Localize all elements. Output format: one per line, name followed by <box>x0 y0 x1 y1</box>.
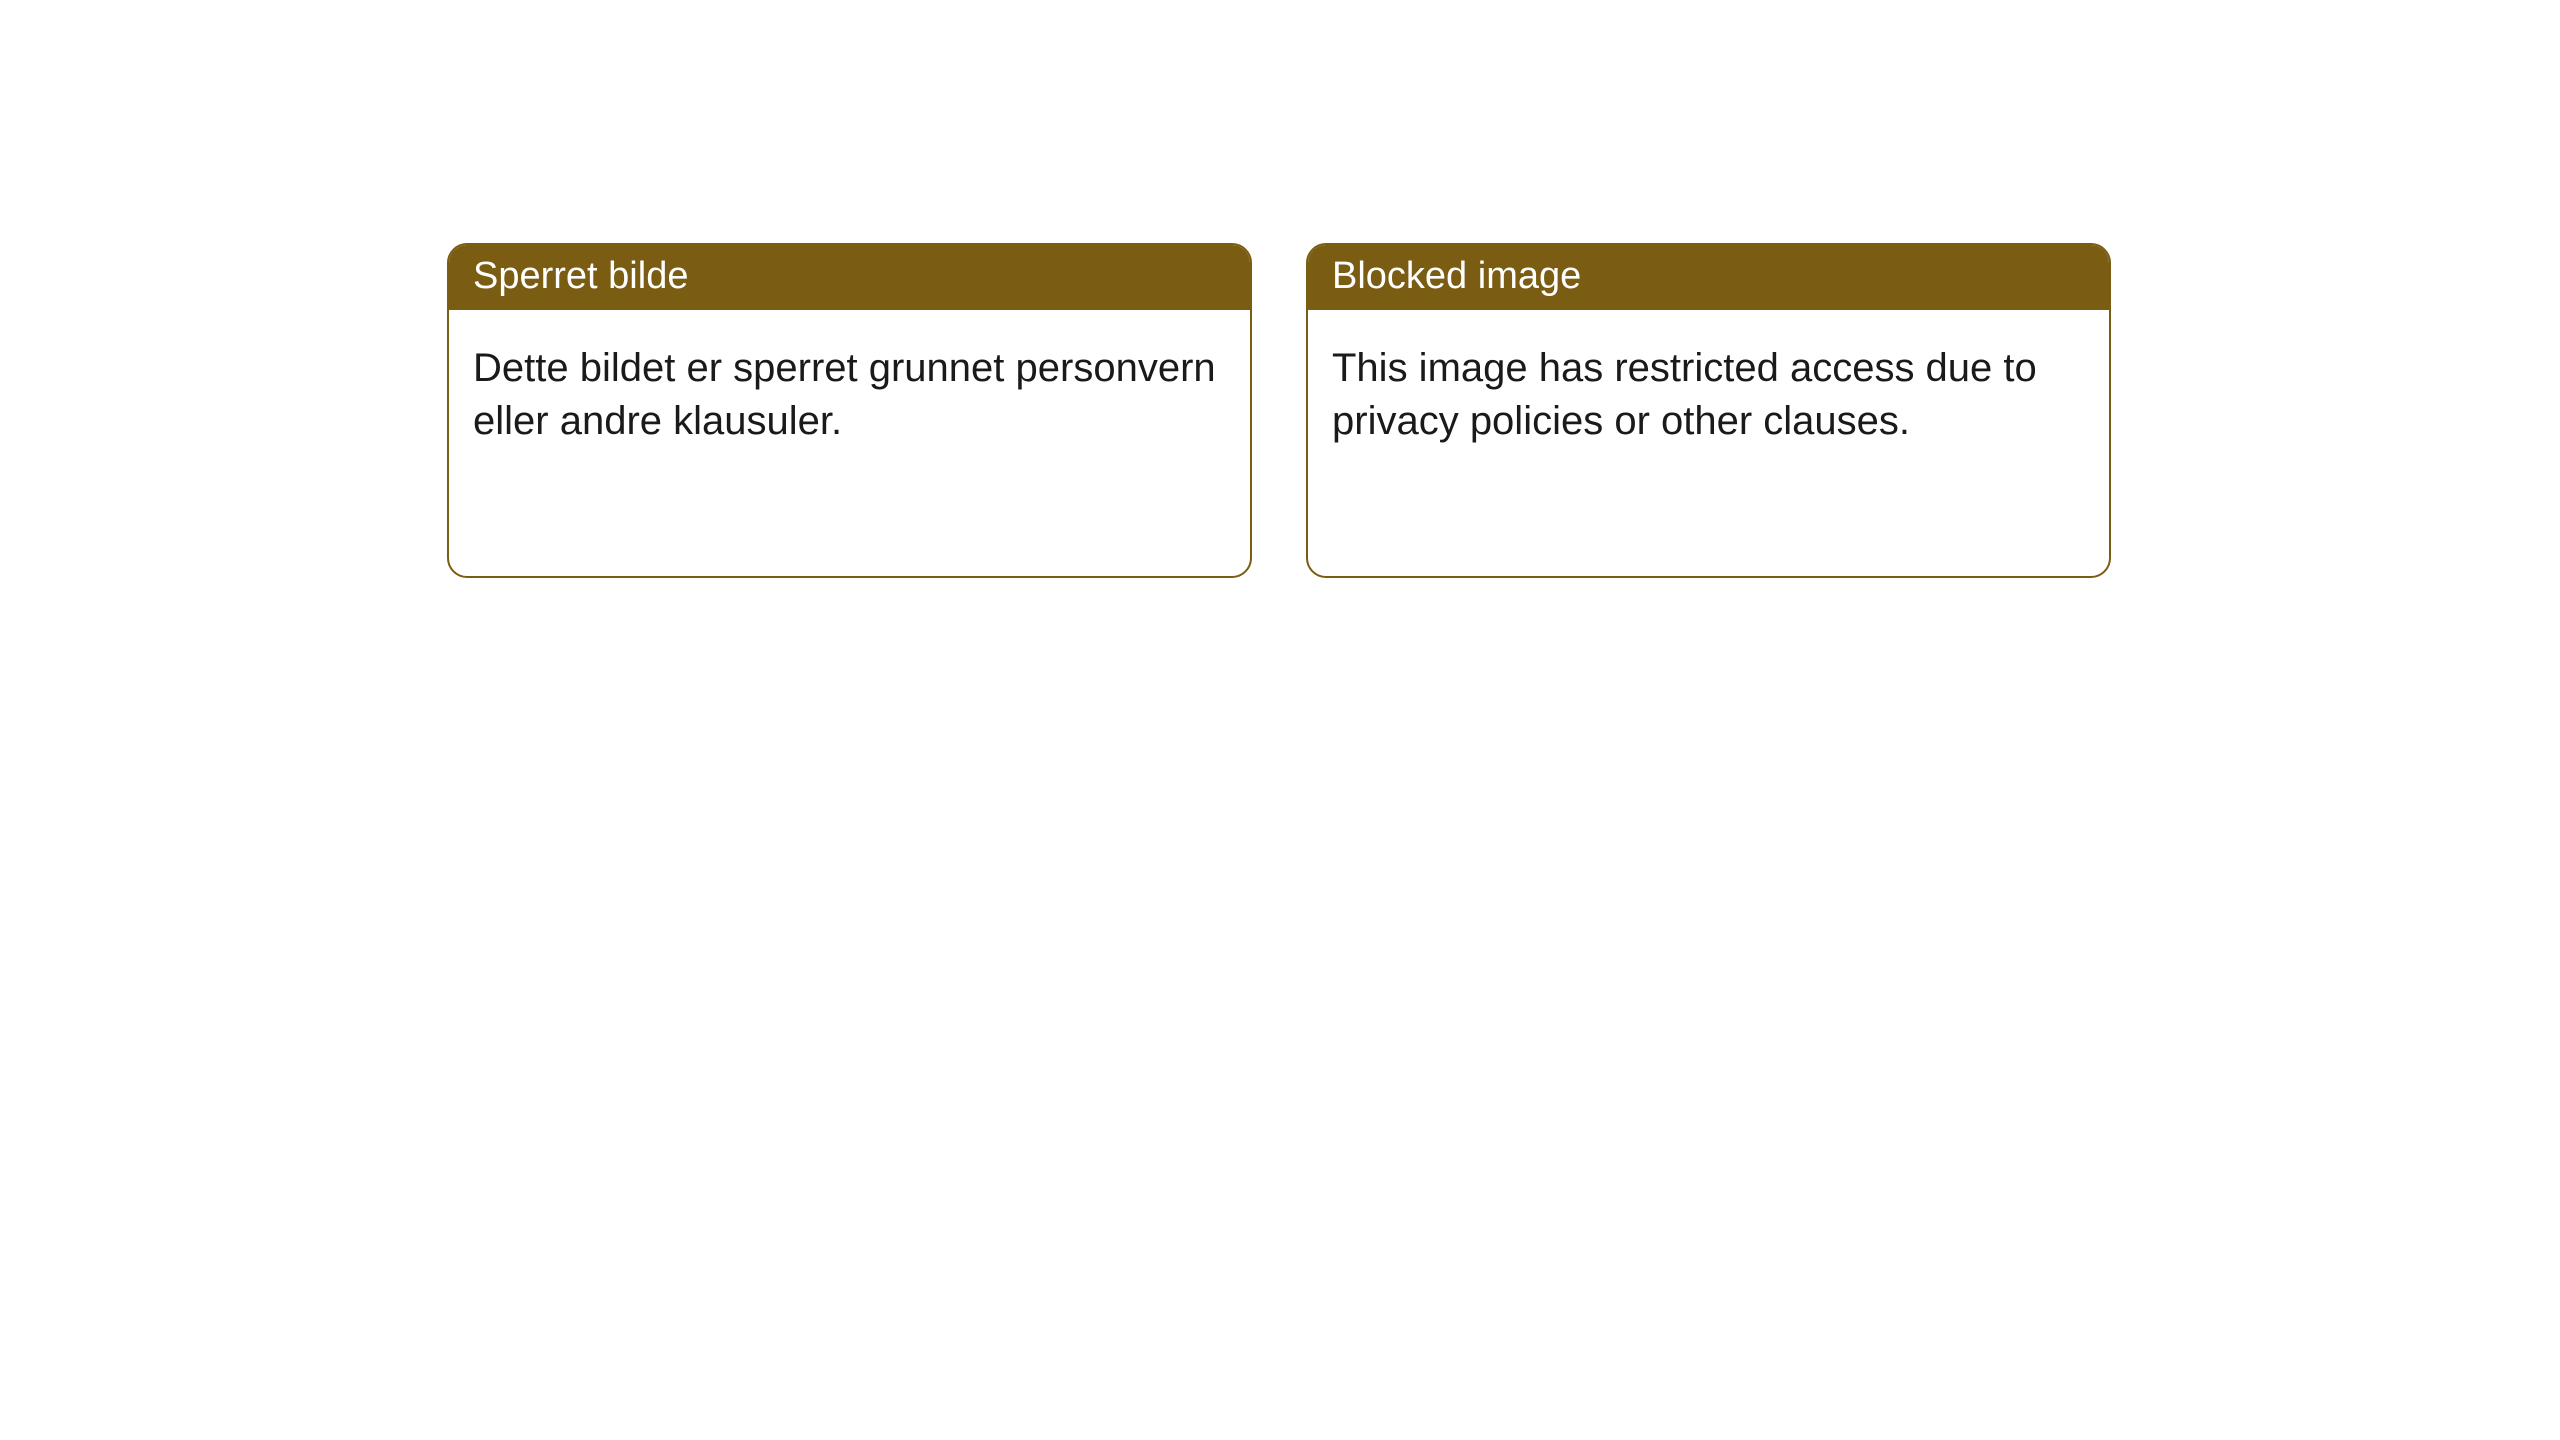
card-header-en: Blocked image <box>1308 245 2109 310</box>
card-title-en: Blocked image <box>1332 255 1581 297</box>
blocked-image-card-en: Blocked image This image has restricted … <box>1306 243 2111 578</box>
blocked-image-card-no: Sperret bilde Dette bildet er sperret gr… <box>447 243 1252 578</box>
card-title-no: Sperret bilde <box>473 255 688 297</box>
card-body-en: This image has restricted access due to … <box>1308 310 2109 480</box>
card-text-no: Dette bildet er sperret grunnet personve… <box>473 346 1216 443</box>
cards-container: Sperret bilde Dette bildet er sperret gr… <box>0 0 2560 578</box>
card-body-no: Dette bildet er sperret grunnet personve… <box>449 310 1250 480</box>
card-header-no: Sperret bilde <box>449 245 1250 310</box>
card-text-en: This image has restricted access due to … <box>1332 346 2037 443</box>
